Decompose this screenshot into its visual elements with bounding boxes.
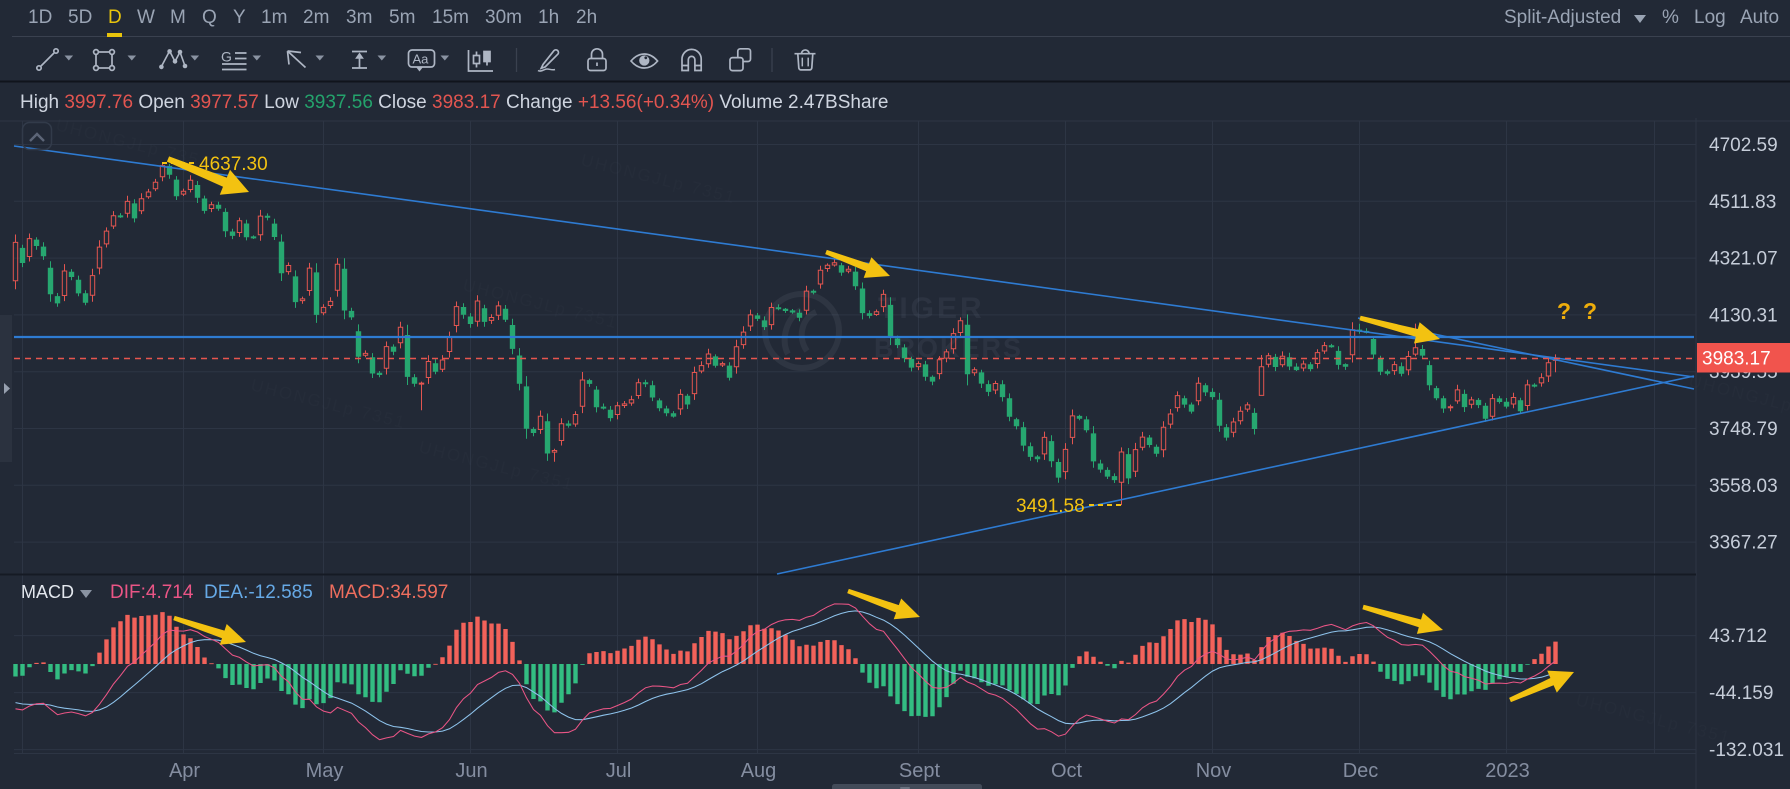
- svg-text:Y: Y: [233, 7, 246, 28]
- svg-text:1m: 1m: [261, 7, 287, 28]
- svg-text:Nov: Nov: [1196, 760, 1232, 782]
- svg-text:?: ?: [1557, 298, 1571, 324]
- svg-text:-44.159: -44.159: [1709, 683, 1773, 704]
- svg-text:1D: 1D: [28, 7, 52, 28]
- svg-text:%: %: [1662, 7, 1679, 28]
- svg-text:3m: 3m: [346, 7, 372, 28]
- svg-text:4130.31: 4130.31: [1709, 305, 1778, 326]
- svg-text:M: M: [170, 7, 186, 28]
- svg-text:May: May: [306, 760, 344, 782]
- svg-text:MACD: MACD: [21, 582, 74, 602]
- svg-text:D: D: [108, 7, 122, 28]
- svg-text:5D: 5D: [68, 7, 92, 28]
- svg-text:30m: 30m: [485, 7, 522, 28]
- svg-text:Auto: Auto: [1740, 7, 1779, 28]
- svg-text:3983.17: 3983.17: [1702, 349, 1771, 370]
- svg-text:4321.07: 4321.07: [1709, 249, 1778, 270]
- svg-text:DIF:4.714: DIF:4.714: [110, 582, 194, 603]
- svg-text:2h: 2h: [576, 7, 597, 28]
- svg-text:Sept: Sept: [899, 760, 941, 782]
- svg-text:2m: 2m: [303, 7, 329, 28]
- svg-text:W: W: [137, 7, 155, 28]
- svg-text:3748.79: 3748.79: [1709, 419, 1778, 440]
- svg-text:43.712: 43.712: [1709, 626, 1767, 647]
- svg-text:TIGER: TIGER: [878, 292, 985, 325]
- svg-text:4637.30: 4637.30: [199, 154, 268, 175]
- svg-text:Jul: Jul: [606, 760, 632, 782]
- svg-text:Split-Adjusted: Split-Adjusted: [1504, 7, 1621, 28]
- svg-text:G: G: [221, 49, 232, 65]
- svg-text:?: ?: [1583, 298, 1597, 324]
- svg-text:4511.83: 4511.83: [1709, 192, 1776, 213]
- svg-text:2023: 2023: [1485, 760, 1530, 782]
- svg-text:Log: Log: [1694, 7, 1726, 28]
- svg-text:3558.03: 3558.03: [1709, 476, 1778, 497]
- svg-text:Oct: Oct: [1051, 760, 1083, 782]
- svg-text:High 3997.76 Open 3977.57 Low: High 3997.76 Open 3977.57 Low 3937.56 Cl…: [20, 92, 888, 113]
- svg-text:-132.031: -132.031: [1709, 740, 1784, 761]
- svg-text:3491.58: 3491.58: [1016, 496, 1085, 517]
- svg-text:Aa: Aa: [413, 52, 430, 67]
- svg-text:Aug: Aug: [741, 760, 777, 782]
- svg-text:Apr: Apr: [169, 760, 200, 782]
- svg-text:Dec: Dec: [1343, 760, 1379, 782]
- svg-text:15m: 15m: [432, 7, 469, 28]
- svg-text:DEA:-12.585: DEA:-12.585: [204, 582, 313, 603]
- svg-text:Jun: Jun: [455, 760, 487, 782]
- svg-text:3367.27: 3367.27: [1709, 533, 1778, 554]
- svg-text:4702.59: 4702.59: [1709, 135, 1778, 156]
- svg-text:1h: 1h: [538, 7, 559, 28]
- svg-text:Q: Q: [202, 7, 217, 28]
- svg-text:5m: 5m: [389, 7, 415, 28]
- svg-text:MACD:34.597: MACD:34.597: [329, 582, 448, 603]
